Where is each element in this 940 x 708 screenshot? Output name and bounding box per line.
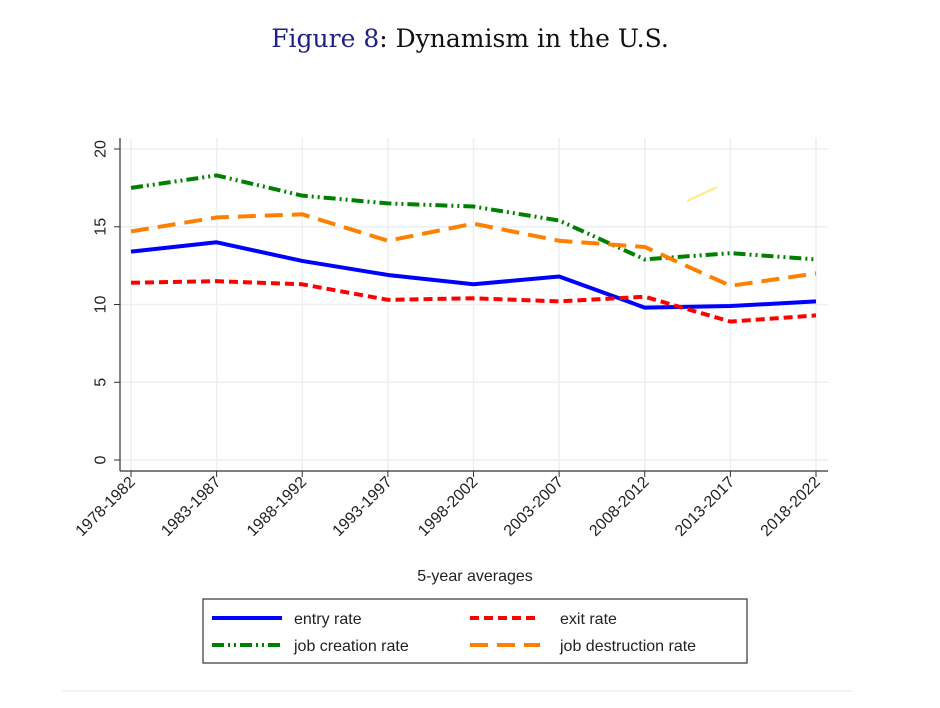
x-tick-label: 2018-2022 — [758, 474, 824, 540]
stray-yellow-mark — [686, 186, 718, 202]
x-tick-label: 1988-1992 — [244, 474, 310, 540]
series-line-entry — [130, 240, 817, 310]
x-tick-label: 1998-2002 — [415, 474, 481, 540]
series-line-destruction — [130, 212, 817, 288]
annotations — [686, 186, 718, 202]
figure-label: Figure 8 — [271, 24, 380, 53]
figure-title-text: Dynamism in the U.S. — [395, 24, 669, 53]
x-tick-label: 2003-2007 — [501, 474, 567, 540]
y-tick-label: 5 — [93, 378, 110, 387]
figure-title-separator: : — [379, 24, 396, 53]
legend-label-destruction: job destruction rate — [559, 638, 696, 655]
series-line-exit — [130, 279, 817, 324]
legend: entry rate exit rate job creation rate job … — [202, 598, 748, 664]
legend-label-entry: entry rate — [294, 611, 362, 628]
x-tick-label: 2013-2017 — [672, 474, 738, 540]
y-tick-label: 20 — [93, 140, 110, 158]
legend-label-exit: exit rate — [560, 611, 617, 628]
x-tick-label: 2008-2012 — [586, 474, 652, 540]
figure-title: Figure 8: Dynamism in the U.S. — [0, 24, 940, 53]
x-tick-label: 1978-1982 — [73, 474, 139, 540]
legend-box — [202, 598, 748, 664]
y-tick-label: 10 — [93, 296, 110, 314]
y-tick-label: 0 — [93, 455, 110, 464]
axes: 0 5 10 15 20 1978-1982 1983-1987 1988-1992 1993-… — [73, 138, 828, 540]
x-tick-label: 1983-1987 — [158, 474, 224, 540]
series-line-creation — [130, 173, 817, 262]
x-axis-title: 5-year averages — [417, 568, 533, 585]
bottom-divider — [62, 690, 852, 692]
y-tick-label: 15 — [93, 218, 110, 236]
legend-label-creation: job creation rate — [293, 638, 409, 655]
gridlines — [120, 138, 828, 471]
series-lines — [130, 173, 817, 324]
x-tick-label: 1993-1997 — [330, 474, 396, 540]
